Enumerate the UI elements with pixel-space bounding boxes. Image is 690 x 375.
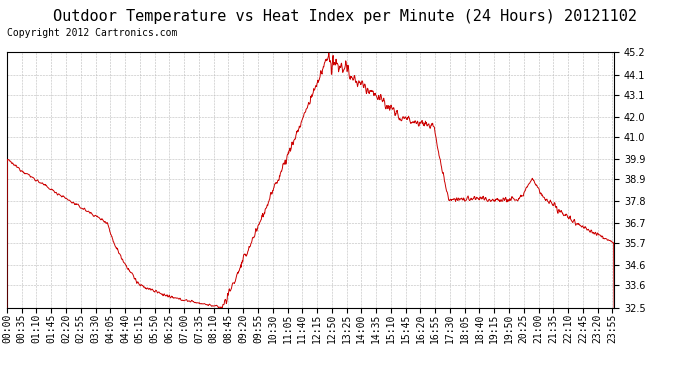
Text: Copyright 2012 Cartronics.com: Copyright 2012 Cartronics.com [7,28,177,38]
Text: Outdoor Temperature vs Heat Index per Minute (24 Hours) 20121102: Outdoor Temperature vs Heat Index per Mi… [53,9,637,24]
